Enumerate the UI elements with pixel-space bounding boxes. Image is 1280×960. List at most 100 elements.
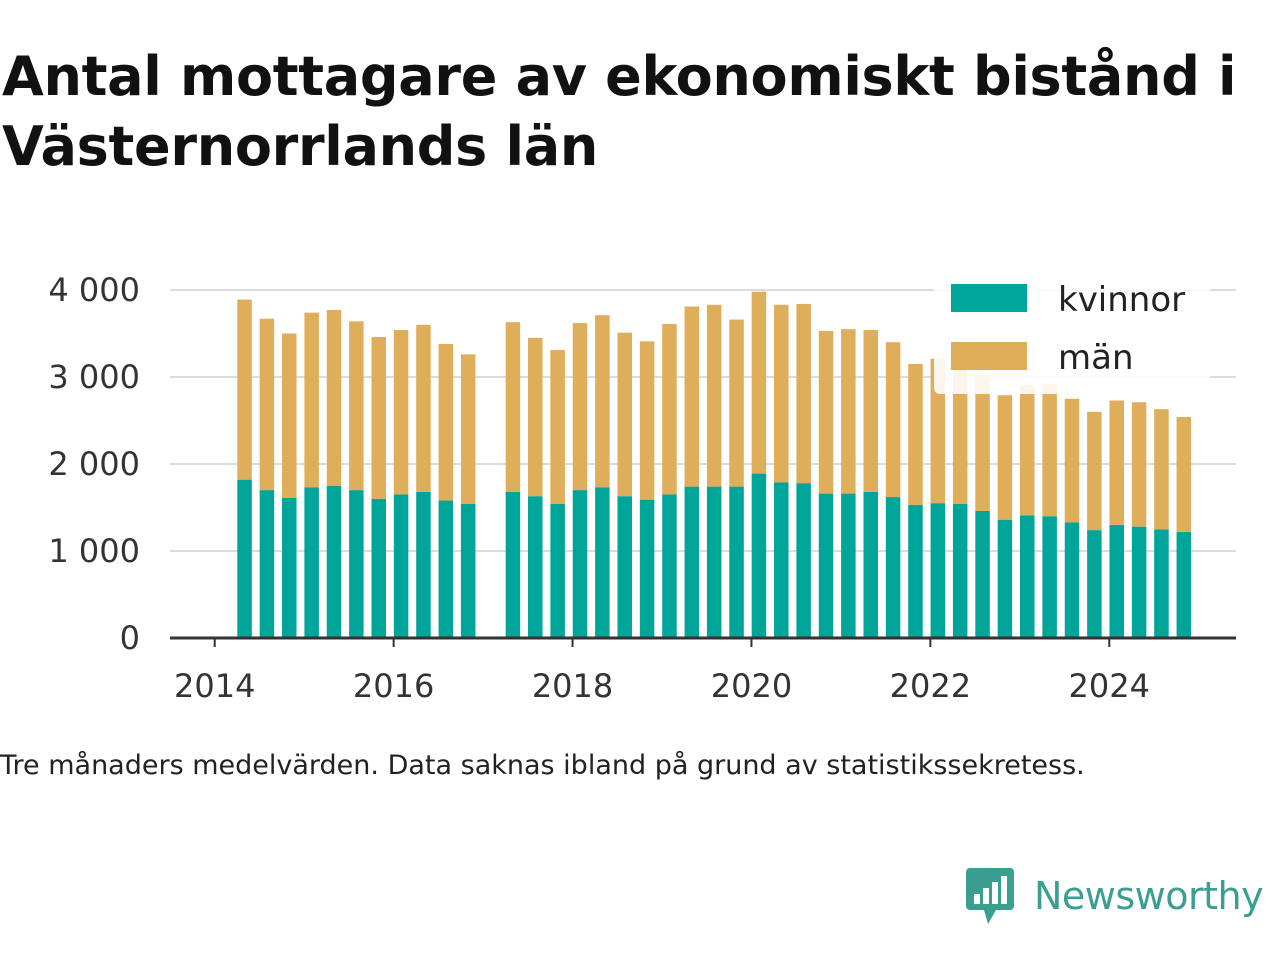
bar-segment-kvinnor: [930, 503, 946, 638]
bar-segment-man: [1131, 402, 1147, 527]
y-tick-label: 2 000: [48, 445, 140, 483]
bar-segment-kvinnor: [349, 490, 364, 638]
bar-segment-man: [662, 323, 677, 495]
bar-segment-kvinnor: [1087, 530, 1102, 638]
bar-segment-kvinnor: [684, 486, 700, 638]
bar-segment-man: [908, 363, 923, 505]
bar-segment-man: [796, 303, 811, 484]
bar-segment-kvinnor: [1064, 522, 1080, 638]
bars: [237, 291, 1192, 638]
bar-segment-man: [416, 324, 431, 492]
bar-segment-man: [371, 336, 386, 499]
bar-segment-man: [774, 304, 789, 483]
bar-segment-man: [460, 354, 476, 505]
bar-segment-kvinnor: [639, 499, 655, 638]
bar-segment-kvinnor: [706, 486, 722, 638]
bar-segment-man: [438, 343, 454, 501]
legend-swatch-man: [951, 342, 1027, 370]
bar-segment-man: [505, 322, 521, 492]
bar-segment-man: [304, 312, 319, 488]
bar-segment-man: [997, 395, 1013, 520]
bar-segment-kvinnor: [1154, 529, 1169, 638]
x-tick-label: 2020: [711, 667, 792, 705]
bar-segment-kvinnor: [505, 491, 521, 638]
x-tick-label: 2024: [1069, 667, 1150, 705]
newsworthy-bar-chart-icon: [966, 868, 1014, 924]
bar-segment-kvinnor: [282, 497, 297, 638]
legend: kvinnor män: [934, 268, 1210, 394]
x-tick-label: 2022: [890, 667, 971, 705]
bar-segment-man: [1064, 398, 1080, 523]
bar-segment-man: [952, 360, 968, 505]
bar-segment-man: [595, 315, 610, 488]
bar-segment-kvinnor: [1020, 515, 1035, 638]
x-tick-label: 2018: [532, 667, 613, 705]
bar-segment-man: [349, 321, 364, 491]
bar-segment-kvinnor: [572, 490, 588, 638]
bar-segment-man: [975, 375, 990, 511]
bar-segment-man: [326, 310, 342, 486]
x-tick-label: 2016: [353, 667, 434, 705]
bar-segment-kvinnor: [326, 485, 342, 638]
bar-segment-man: [1109, 400, 1124, 525]
bar-segment-man: [729, 319, 744, 487]
bar-segment-kvinnor: [662, 494, 677, 638]
bar-segment-kvinnor: [774, 482, 789, 638]
footnote: Tre månaders medelvärden. Data saknas ib…: [0, 750, 1085, 781]
bar-segment-man: [863, 330, 878, 492]
brand: Newsworthy: [964, 866, 1264, 926]
legend-swatch-kvinnor: [951, 284, 1027, 312]
bar-segment-kvinnor: [1109, 524, 1124, 638]
bar-segment-man: [259, 318, 275, 491]
bar-segment-kvinnor: [460, 504, 476, 638]
bar-segment-man: [617, 332, 632, 497]
bar-segment-kvinnor: [1131, 526, 1147, 638]
bar-segment-man: [282, 333, 297, 498]
brand-name: Newsworthy: [1034, 874, 1264, 918]
bar-segment-kvinnor: [975, 510, 990, 638]
bar-segment-man: [572, 323, 588, 491]
bar-segment-man: [393, 330, 409, 495]
bar-segment-man: [1020, 384, 1035, 516]
bar-segment-kvinnor: [818, 493, 834, 638]
bar-segment-kvinnor: [528, 496, 543, 638]
bar-segment-kvinnor: [438, 500, 454, 638]
y-axis-ticks: 0 1 000 2 000 3 000 4 000: [48, 271, 140, 657]
bar-segment-man: [1154, 409, 1169, 530]
bar-segment-kvinnor: [416, 491, 431, 638]
bar-segment-man: [237, 299, 252, 480]
bar-segment-man: [639, 341, 655, 500]
bar-segment-kvinnor: [550, 504, 565, 638]
bar-segment-kvinnor: [371, 498, 386, 638]
bar-segment-kvinnor: [997, 519, 1013, 638]
bar-segment-man: [1042, 383, 1057, 517]
bar-segment-kvinnor: [908, 504, 923, 638]
bar-segment-man: [841, 329, 856, 494]
chart-title: Antal mottagare av ekonomiskt bistånd i …: [2, 45, 1237, 178]
y-tick-label: 0: [120, 619, 140, 657]
bar-segment-kvinnor: [1176, 531, 1192, 638]
bar-segment-kvinnor: [729, 486, 744, 638]
y-tick-label: 3 000: [48, 358, 140, 396]
bar-segment-kvinnor: [304, 487, 319, 638]
bar-segment-man: [930, 358, 946, 504]
bar-segment-man: [751, 291, 767, 474]
bar-segment-kvinnor: [393, 494, 409, 638]
bar-segment-kvinnor: [237, 479, 252, 638]
bar-segment-man: [528, 337, 543, 497]
bar-segment-man: [684, 306, 700, 487]
bar-segment-man: [885, 342, 901, 498]
legend-label-man: män: [1058, 338, 1134, 378]
bar-segment-kvinnor: [1042, 516, 1057, 638]
bar-segment-man: [818, 330, 834, 494]
y-tick-label: 4 000: [48, 271, 140, 309]
x-tick-label: 2014: [174, 667, 255, 705]
bar-segment-kvinnor: [885, 497, 901, 638]
x-axis-ticks: 2014 2016 2018 2020 2022 2024: [174, 638, 1150, 705]
bar-segment-kvinnor: [863, 491, 878, 638]
bar-segment-man: [550, 350, 565, 505]
bar-segment-man: [706, 304, 722, 487]
bar-segment-man: [1176, 417, 1192, 532]
bar-segment-kvinnor: [595, 487, 610, 638]
